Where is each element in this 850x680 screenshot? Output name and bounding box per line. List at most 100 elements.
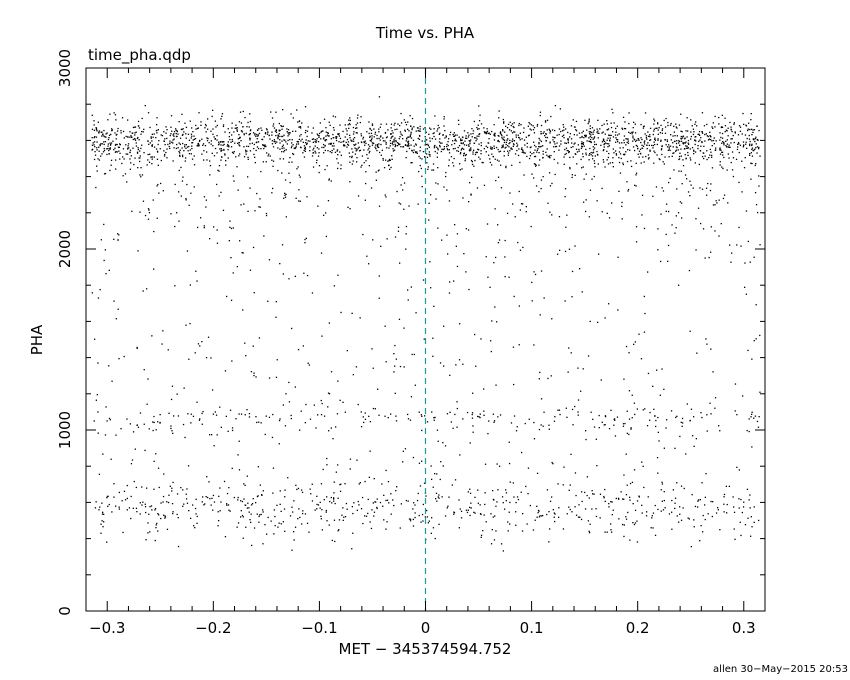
data-point <box>622 162 624 164</box>
data-point <box>443 325 445 327</box>
data-point <box>368 263 370 265</box>
data-point <box>342 130 344 133</box>
data-point <box>140 176 142 178</box>
data-point <box>469 514 471 517</box>
data-point <box>139 211 141 213</box>
data-point <box>718 199 720 201</box>
data-point <box>188 358 190 360</box>
data-point <box>569 168 571 170</box>
data-point <box>279 263 281 265</box>
data-point <box>257 466 259 468</box>
data-point <box>666 419 668 421</box>
data-point <box>588 120 590 122</box>
data-point <box>578 132 581 134</box>
data-point <box>206 159 208 161</box>
data-point <box>609 137 611 139</box>
data-point <box>275 301 277 303</box>
data-point <box>211 115 213 118</box>
data-point <box>230 257 232 259</box>
data-point <box>202 143 205 145</box>
data-point <box>516 145 518 148</box>
data-point <box>663 163 665 165</box>
data-point <box>673 125 675 127</box>
data-point <box>377 145 379 147</box>
data-point <box>322 143 325 146</box>
data-point <box>338 135 341 137</box>
data-point <box>688 269 691 272</box>
data-point <box>201 501 203 503</box>
data-point <box>617 139 619 141</box>
data-point <box>433 132 435 134</box>
data-point <box>584 119 586 121</box>
data-point <box>397 230 400 232</box>
data-point <box>589 320 591 323</box>
data-point <box>293 531 295 533</box>
data-point <box>705 187 708 189</box>
data-point <box>155 148 158 150</box>
data-point <box>670 410 673 412</box>
data-point <box>416 152 418 154</box>
data-point <box>442 442 444 444</box>
data-point <box>145 511 147 514</box>
data-point <box>552 509 554 511</box>
data-point <box>305 139 307 141</box>
data-point <box>576 163 578 165</box>
data-point <box>373 478 375 480</box>
data-point <box>712 127 714 129</box>
data-point <box>671 511 673 513</box>
data-point <box>652 133 654 136</box>
data-point <box>640 123 642 126</box>
data-point <box>585 134 587 137</box>
data-point <box>625 453 627 455</box>
data-point <box>449 131 452 133</box>
data-point <box>371 509 373 511</box>
data-point <box>409 134 411 136</box>
data-point <box>155 524 157 526</box>
data-point <box>492 413 494 415</box>
data-point <box>462 142 464 144</box>
data-point <box>412 518 414 521</box>
data-point <box>141 486 143 488</box>
data-point <box>194 352 196 354</box>
data-point <box>683 487 685 490</box>
data-point <box>325 509 327 512</box>
data-point <box>312 127 314 129</box>
data-point <box>755 304 757 306</box>
data-point <box>587 355 590 357</box>
data-point <box>207 128 209 130</box>
data-point <box>273 127 276 129</box>
data-point <box>96 394 98 396</box>
data-point <box>560 143 562 145</box>
data-point <box>188 153 191 155</box>
data-point <box>676 415 678 417</box>
data-point <box>251 544 253 547</box>
data-point <box>534 155 537 158</box>
data-point <box>685 158 687 160</box>
data-point <box>394 365 396 367</box>
data-point <box>458 136 460 138</box>
data-point <box>478 143 480 145</box>
data-point <box>521 147 523 149</box>
data-point <box>634 184 636 186</box>
data-point <box>287 139 289 142</box>
data-point <box>243 483 245 485</box>
data-point <box>592 151 595 153</box>
data-point <box>132 507 134 509</box>
data-point <box>574 245 576 247</box>
data-point <box>533 438 536 440</box>
data-point <box>629 132 631 134</box>
data-point <box>212 133 214 135</box>
data-point <box>428 520 430 522</box>
data-point <box>373 142 375 145</box>
data-point <box>392 148 394 150</box>
data-point <box>733 122 735 124</box>
data-point <box>346 508 348 510</box>
data-point <box>241 252 243 254</box>
data-point <box>525 485 527 488</box>
data-point <box>295 145 297 147</box>
data-point <box>321 402 323 405</box>
data-point <box>700 525 702 527</box>
data-point <box>262 543 264 545</box>
data-point <box>356 132 358 134</box>
data-point <box>626 141 628 144</box>
